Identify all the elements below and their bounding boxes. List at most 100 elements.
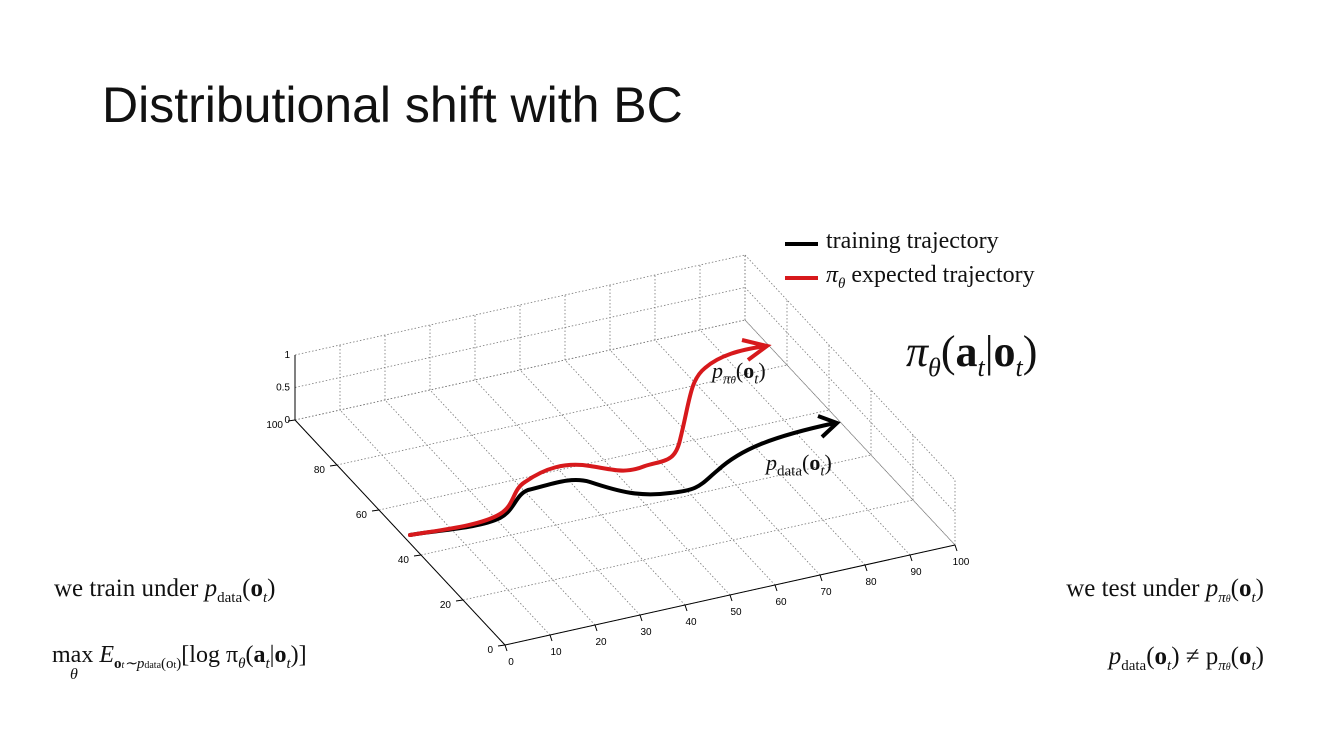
text: t: [1251, 658, 1256, 674]
y-tick-label: 20: [440, 600, 452, 611]
y-tick-label: 60: [356, 510, 368, 521]
text: ): [267, 575, 276, 602]
axis-line: [294, 419, 506, 646]
inequality: pdata(ot) ≠ pπθ(ot): [1109, 643, 1264, 675]
test-label: we test under pπθ(ot): [1066, 575, 1264, 607]
text: t: [121, 659, 125, 671]
legend-entry: πθ expected trajectory: [826, 262, 1035, 293]
text: t: [977, 352, 985, 382]
grid-line: [384, 399, 596, 626]
text: t: [1167, 658, 1172, 674]
text: (: [735, 358, 744, 383]
text: (: [1230, 643, 1239, 670]
tick-mark: [497, 644, 506, 647]
tick-mark: [371, 509, 380, 512]
text: t: [1251, 590, 1256, 606]
legend-entry: training trajectory: [826, 228, 999, 255]
text: t: [173, 659, 177, 671]
x-tick-label: 0: [508, 657, 514, 668]
text: t: [265, 655, 270, 672]
x-tick-label: 10: [550, 647, 562, 658]
grid-line: [654, 339, 866, 566]
z-tick-label: 1: [284, 350, 290, 361]
text: ): [176, 655, 182, 672]
curve-label: pπθ(ot): [712, 358, 766, 388]
x-tick-label: 20: [595, 637, 607, 648]
x-tick-label: 30: [640, 627, 652, 638]
text: (: [1230, 575, 1239, 602]
grid-line: [699, 329, 911, 556]
text: [log π: [181, 642, 239, 668]
text: π: [826, 262, 839, 288]
text: o: [1239, 643, 1252, 670]
tick-mark: [504, 644, 508, 652]
text: p: [204, 575, 218, 602]
text: |: [269, 642, 275, 668]
x-tick-label: 90: [910, 567, 922, 578]
text: |: [984, 327, 994, 376]
text: p: [1108, 643, 1122, 670]
text: (: [940, 327, 956, 376]
grid-line: [474, 379, 686, 606]
arrow-head: [817, 414, 841, 439]
x-tick-label: 70: [820, 587, 832, 598]
text: a: [253, 642, 266, 668]
text: ): [1255, 643, 1264, 670]
text: )]: [290, 642, 307, 668]
x-tick-label: 50: [730, 607, 742, 618]
tick-mark: [954, 544, 958, 552]
tick-mark: [455, 599, 464, 602]
grid-line: [744, 254, 956, 481]
text: t: [1015, 352, 1023, 382]
tick-mark: [729, 594, 733, 602]
curve-label: pdata(ot): [766, 450, 832, 480]
grid-line: [429, 389, 641, 616]
text: o: [809, 450, 821, 475]
text: ): [824, 450, 832, 475]
text: (: [242, 575, 251, 602]
grid-line: [744, 319, 956, 546]
text: π: [906, 327, 929, 376]
text: E: [93, 642, 114, 668]
x-tick-label: 60: [775, 597, 787, 608]
text: θ: [838, 275, 846, 292]
slide-title: Distributional shift with BC: [102, 77, 683, 133]
y-tick-label: 40: [398, 555, 410, 566]
x-tick-label: 100: [953, 557, 970, 568]
tick-mark: [287, 419, 296, 422]
tick-mark: [819, 574, 823, 582]
text: ): [1022, 327, 1038, 376]
text: we train under: [54, 575, 205, 602]
text: t: [286, 655, 291, 672]
x-tick-label: 80: [865, 577, 877, 588]
axis-line: [504, 544, 956, 646]
text: p: [1205, 575, 1219, 602]
text: π: [723, 371, 731, 388]
grid-line: [519, 369, 731, 596]
z-tick-label: 0.5: [276, 383, 290, 394]
text: max: [52, 642, 94, 668]
text: θ: [70, 666, 78, 683]
text: data: [144, 659, 162, 671]
text: o: [1154, 643, 1168, 670]
max: max θ: [52, 642, 94, 683]
grid-line: [378, 409, 830, 511]
text: a: [955, 327, 978, 376]
text: p: [712, 358, 723, 383]
text: data: [777, 463, 802, 480]
text: training trajectory: [826, 228, 999, 254]
x-tick-label: 40: [685, 617, 697, 628]
text: (: [801, 450, 810, 475]
text: t: [262, 590, 268, 606]
text: (: [1146, 643, 1155, 670]
tick-mark: [594, 624, 598, 632]
tick-mark: [684, 604, 688, 612]
text: t: [754, 371, 759, 388]
text: θ: [928, 352, 941, 382]
text: ): [1255, 575, 1264, 602]
objective: max θ Eot∼pdata(ot)[log πθ(at|ot)]: [52, 642, 307, 683]
tick-mark: [639, 614, 643, 622]
text: o: [993, 327, 1016, 376]
